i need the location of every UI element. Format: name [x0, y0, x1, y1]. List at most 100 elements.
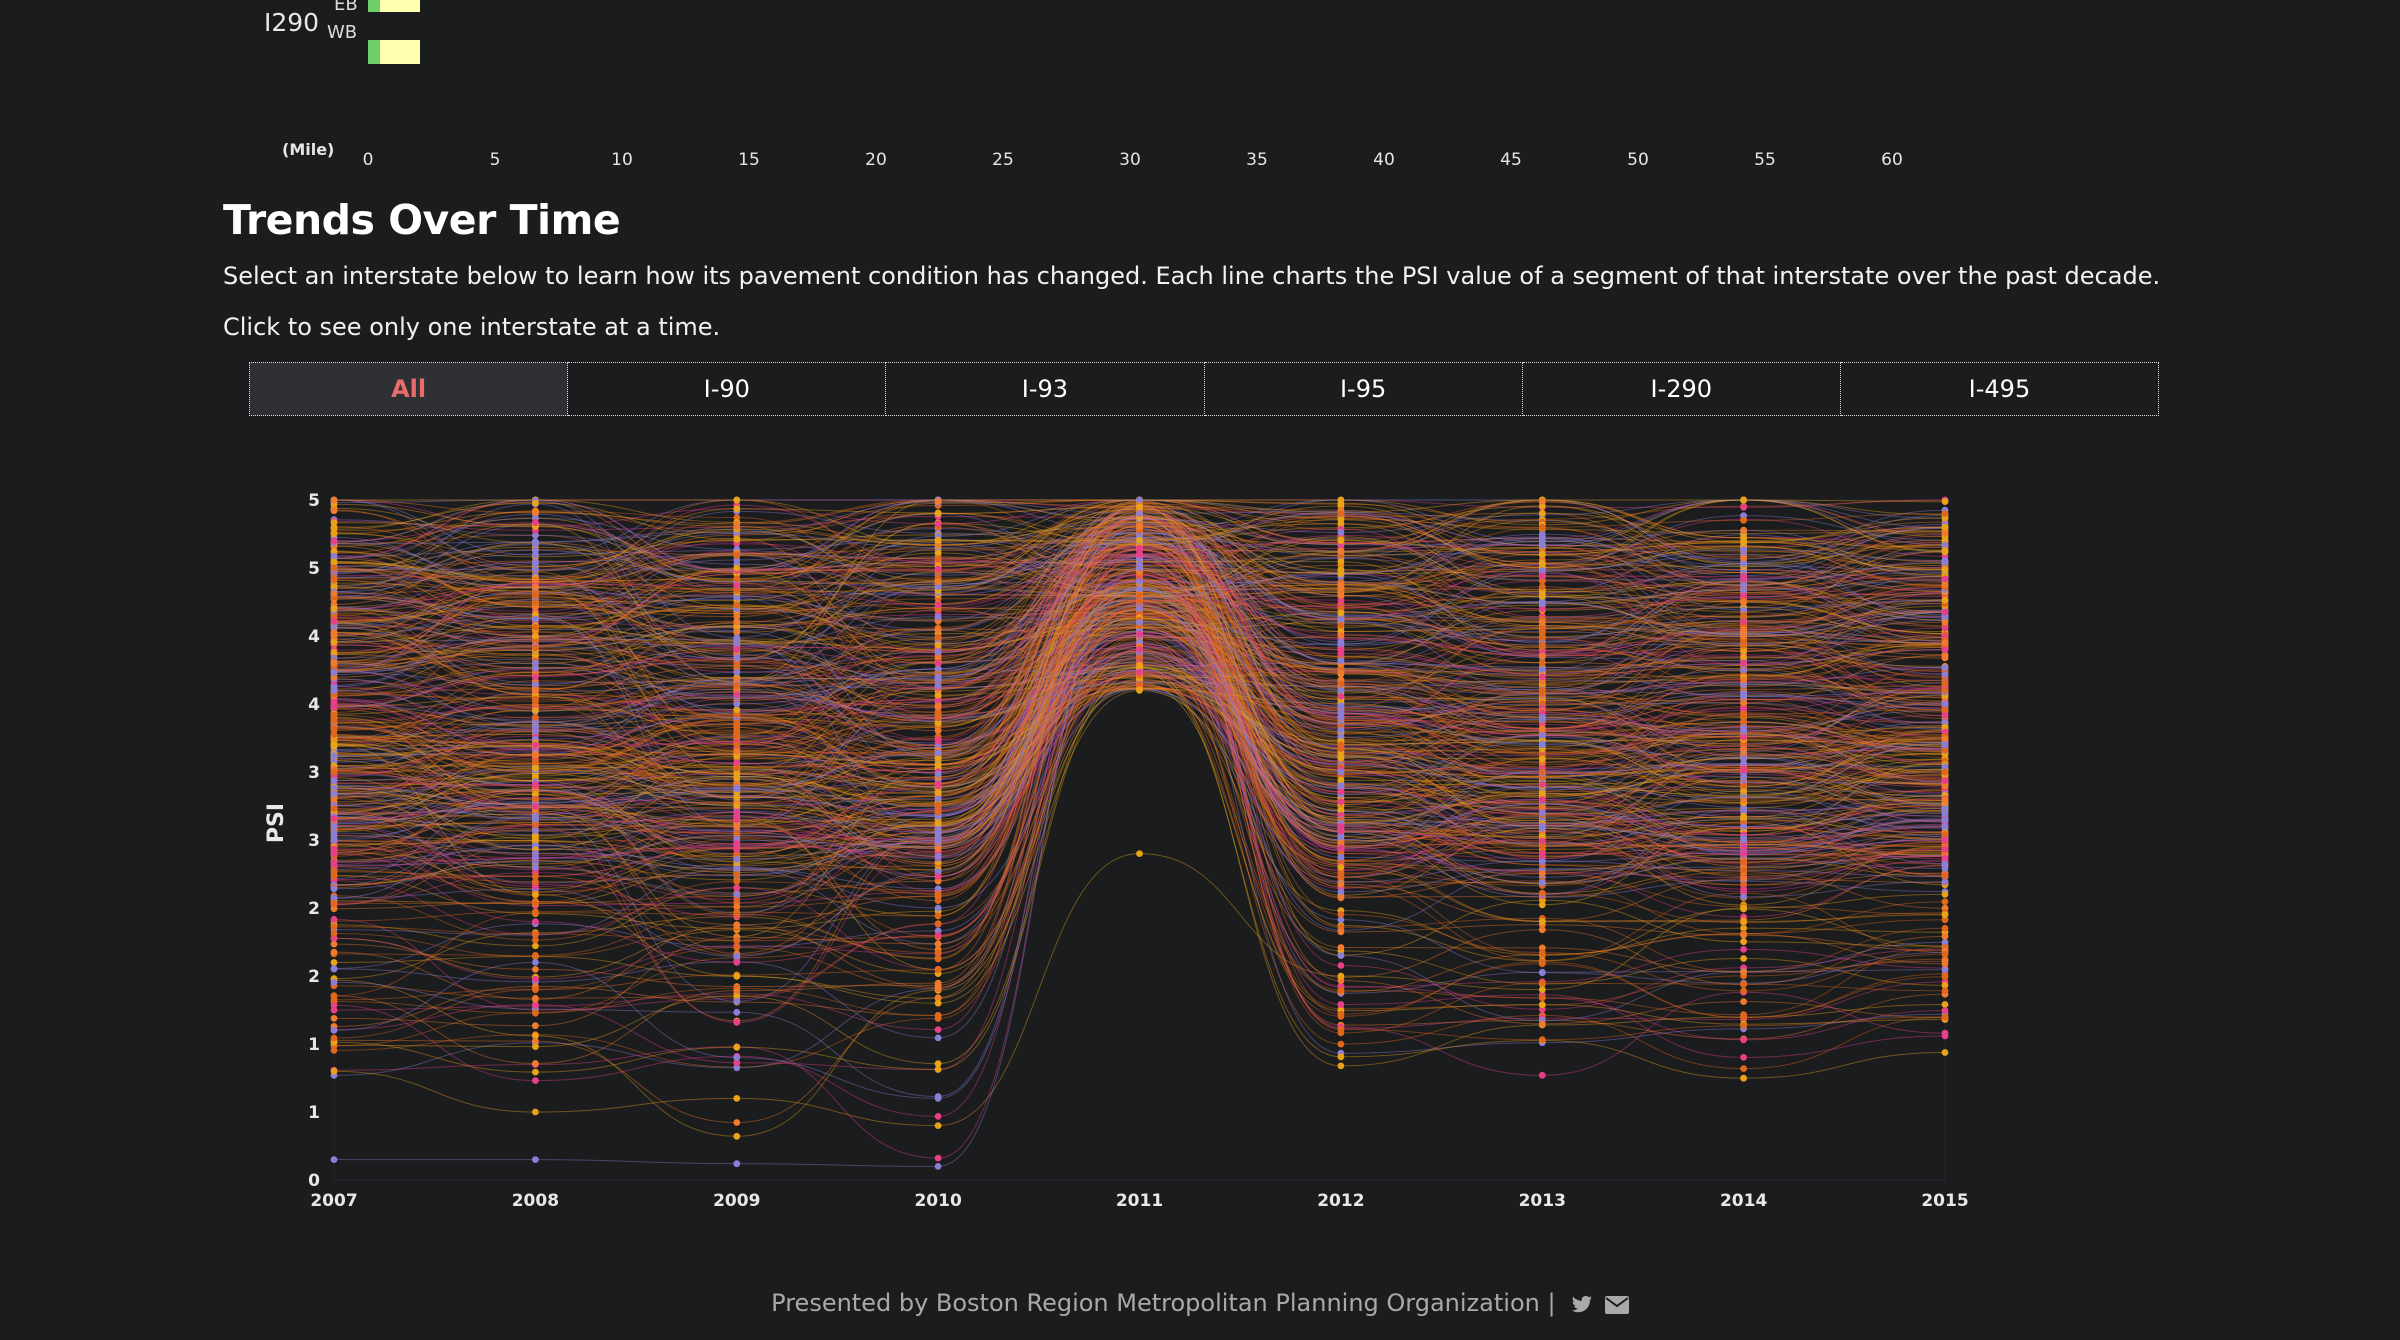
segment-point[interactable]	[532, 599, 539, 606]
segment-point[interactable]	[733, 654, 741, 662]
segment-point[interactable]	[1941, 796, 1949, 804]
segment-point[interactable]	[532, 863, 539, 871]
segment-point[interactable]	[1740, 699, 1747, 707]
segment-point[interactable]	[934, 626, 942, 634]
segment-point[interactable]	[330, 829, 338, 837]
segment-point[interactable]	[934, 795, 942, 802]
segment-line-i-93[interactable]	[333, 523, 1946, 724]
segment-line-i-93[interactable]	[333, 500, 1946, 799]
segment-line-i-93[interactable]	[333, 612, 1946, 877]
segment-point[interactable]	[1337, 1053, 1345, 1061]
segment-point[interactable]	[330, 590, 338, 597]
segment-point[interactable]	[733, 884, 741, 892]
segment-point[interactable]	[532, 821, 539, 828]
segment-point[interactable]	[1337, 844, 1345, 852]
segment-line-i-495[interactable]	[333, 580, 1946, 897]
segment-point[interactable]	[330, 1001, 338, 1009]
segment-point[interactable]	[330, 537, 338, 545]
segment-point[interactable]	[733, 747, 741, 755]
segment-line-i-495[interactable]	[333, 637, 1946, 732]
segment-point[interactable]	[1538, 837, 1546, 845]
segment-point[interactable]	[532, 909, 539, 917]
segment-point[interactable]	[1740, 773, 1747, 780]
segment-line-i-495[interactable]	[333, 523, 1946, 605]
segment-line-i-495[interactable]	[333, 654, 1946, 729]
segment-point[interactable]	[1941, 746, 1949, 754]
segment-line-i-495[interactable]	[333, 610, 1946, 758]
segment-point[interactable]	[330, 617, 338, 625]
segment-point[interactable]	[1337, 776, 1345, 784]
segment-line-i-495[interactable]	[333, 652, 1946, 718]
segment-point[interactable]	[934, 498, 942, 505]
segment-point[interactable]	[1740, 626, 1747, 633]
tab-i-290[interactable]: I-290	[1522, 362, 1841, 416]
segment-point[interactable]	[1538, 559, 1546, 567]
segment-line-i-495[interactable]	[333, 591, 1946, 922]
segment-point[interactable]	[1538, 497, 1546, 505]
segment-point[interactable]	[1740, 782, 1747, 789]
segment-point[interactable]	[532, 953, 539, 960]
segment-line-i-93[interactable]	[333, 508, 1946, 791]
segment-point[interactable]	[330, 717, 338, 725]
segment-line-i-93[interactable]	[333, 548, 1946, 902]
segment-point[interactable]	[532, 644, 539, 652]
segment-point[interactable]	[1740, 1011, 1747, 1019]
segment-point[interactable]	[1538, 781, 1546, 788]
segment-point[interactable]	[1538, 666, 1546, 673]
segment-point[interactable]	[330, 930, 338, 937]
segment-point[interactable]	[532, 1108, 539, 1116]
segment-point[interactable]	[934, 912, 942, 920]
segment-point[interactable]	[1538, 502, 1546, 510]
segment-point[interactable]	[330, 872, 338, 880]
segment-point[interactable]	[330, 639, 338, 646]
segment-point[interactable]	[733, 845, 741, 853]
segment-point[interactable]	[330, 1067, 338, 1075]
segment-point[interactable]	[934, 719, 942, 727]
segment-point[interactable]	[1538, 1036, 1546, 1044]
segment-point[interactable]	[733, 1119, 741, 1126]
segment-point[interactable]	[1941, 728, 1949, 736]
segment-point[interactable]	[1740, 612, 1747, 620]
segment-point[interactable]	[1941, 700, 1949, 708]
segment-point[interactable]	[934, 801, 942, 809]
segment-point[interactable]	[733, 691, 741, 698]
segment-point[interactable]	[733, 785, 741, 793]
segment-point[interactable]	[330, 564, 338, 572]
segment-point[interactable]	[1538, 572, 1546, 580]
segment-point[interactable]	[330, 845, 338, 853]
segment-point[interactable]	[1740, 998, 1747, 1005]
segment-point[interactable]	[1337, 714, 1345, 721]
segment-point[interactable]	[1337, 798, 1345, 806]
segment-line-i-95[interactable]	[333, 604, 1946, 945]
segment-point[interactable]	[1136, 597, 1143, 605]
segment-point[interactable]	[1337, 944, 1345, 951]
segment-point[interactable]	[330, 605, 338, 613]
segment-point[interactable]	[934, 510, 942, 517]
segment-point[interactable]	[733, 601, 741, 609]
segment-line-i-93[interactable]	[333, 560, 1946, 904]
segment-point[interactable]	[1538, 577, 1546, 585]
segment-line-i-95[interactable]	[333, 608, 1946, 1099]
segment-point[interactable]	[532, 1043, 539, 1050]
segment-line-i-95[interactable]	[333, 513, 1946, 598]
segment-line-i-93[interactable]	[333, 519, 1946, 819]
segment-point[interactable]	[330, 823, 338, 830]
segment-point[interactable]	[1941, 933, 1949, 940]
segment-point[interactable]	[330, 731, 338, 738]
segment-point[interactable]	[1740, 559, 1747, 567]
segment-point[interactable]	[1136, 687, 1143, 694]
segment-point[interactable]	[934, 1163, 942, 1170]
segment-point[interactable]	[1740, 517, 1747, 524]
segment-point[interactable]	[733, 878, 741, 885]
segment-point[interactable]	[1337, 570, 1345, 578]
segment-point[interactable]	[330, 894, 338, 902]
segment-point[interactable]	[934, 994, 942, 1001]
segment-point[interactable]	[934, 659, 942, 667]
segment-line-i-95[interactable]	[333, 554, 1946, 645]
segment-line-i-90[interactable]	[333, 600, 1946, 766]
segment-point[interactable]	[1941, 723, 1949, 731]
segment-point[interactable]	[934, 955, 942, 963]
segment-point[interactable]	[1941, 987, 1949, 995]
segment-point[interactable]	[1941, 498, 1949, 505]
segment-line-i-93[interactable]	[333, 634, 1946, 842]
